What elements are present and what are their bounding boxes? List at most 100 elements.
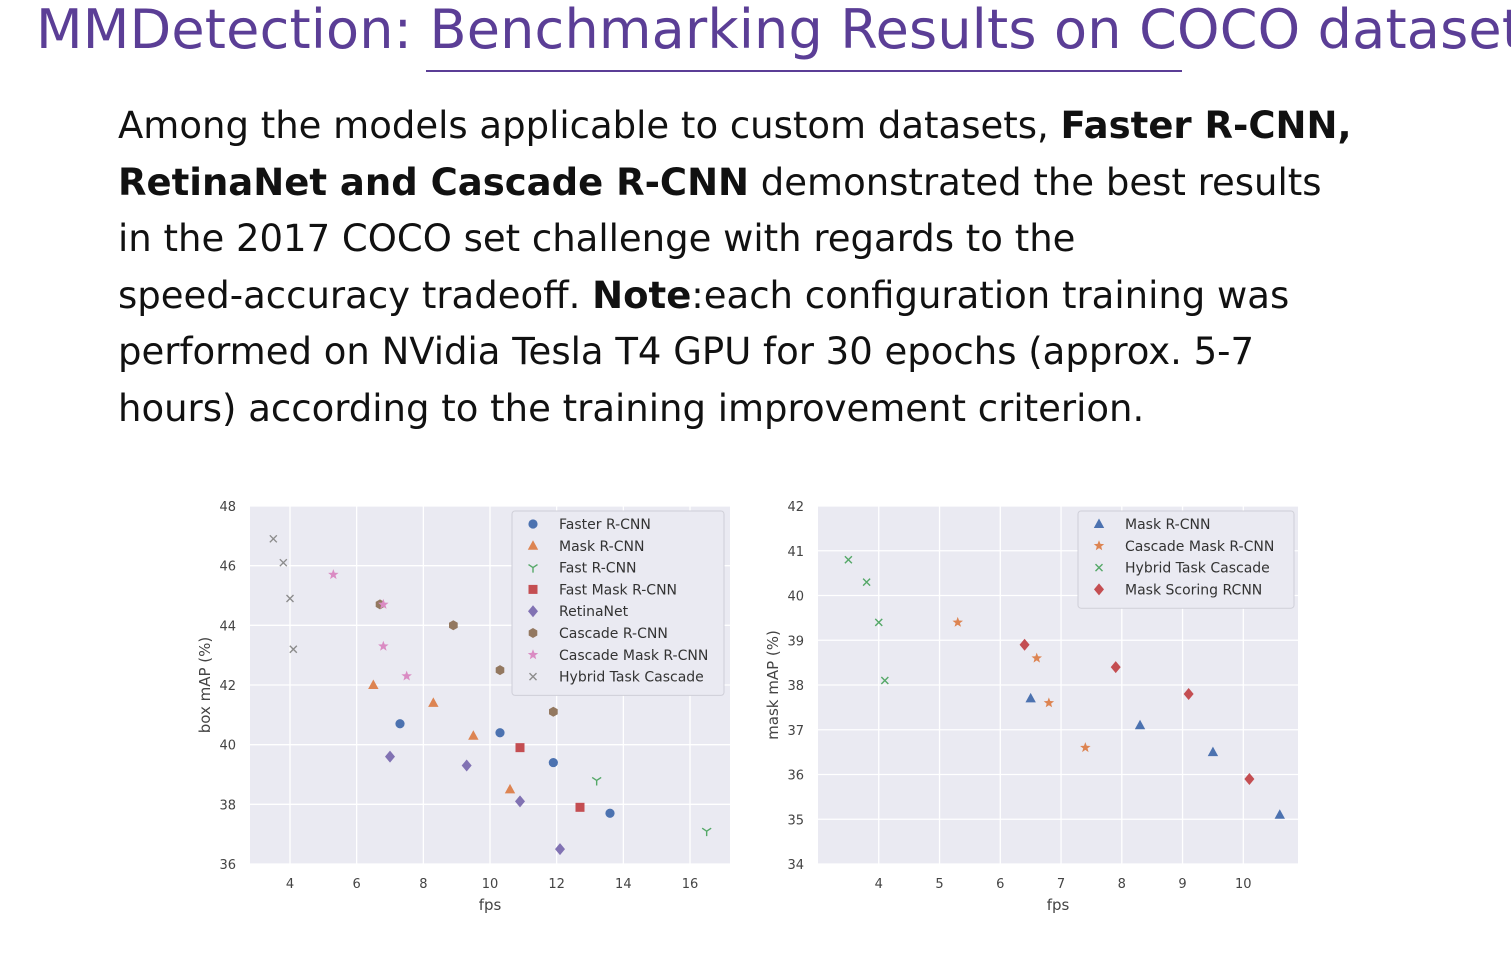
text-run: demonstrated the best results xyxy=(749,160,1322,204)
legend-marker xyxy=(527,540,539,550)
series-retinanet xyxy=(385,750,565,856)
paragraph-line: performed on NVidia Tesla T4 GPU for 30 … xyxy=(118,324,1418,381)
text-run: speed-accuracy tradeoff. xyxy=(118,273,593,317)
paragraph-line: Among the models applicable to custom da… xyxy=(118,98,1418,155)
paragraph-line: hours) according to the training improve… xyxy=(118,381,1418,438)
x-tick-label: 6 xyxy=(996,877,1004,892)
x-tick-label: 10 xyxy=(482,877,499,892)
chart-svg: 4 5 6 7 8 9 10 34 35 36 37 38 39 40 41 42 fps mask mAP (%… xyxy=(764,500,1298,914)
body-paragraph: Among the models applicable to custom da… xyxy=(118,98,1418,437)
text-run: hours) according to the training improve… xyxy=(118,386,1145,430)
data-point xyxy=(1080,742,1091,753)
y-tick-label: 44 xyxy=(219,619,236,634)
x-tick-label: 4 xyxy=(875,877,883,892)
legend-marker xyxy=(527,649,539,660)
data-point xyxy=(548,757,558,768)
data-point xyxy=(401,670,412,681)
series-mask-r-cnn xyxy=(1025,692,1285,819)
legend-label: Fast R-CNN xyxy=(559,561,637,577)
y-tick-label: 38 xyxy=(787,679,804,694)
bold-text: Faster R-CNN, xyxy=(1060,104,1352,147)
legend-label: RetinaNet xyxy=(559,604,629,620)
data-point xyxy=(504,783,516,794)
series-mask-scoring-rcnn xyxy=(1019,638,1255,785)
legend-label: Faster R-CNN xyxy=(559,517,651,533)
y-tick-label: 48 xyxy=(219,500,236,515)
y-tick-label: 37 xyxy=(787,724,804,739)
data-point xyxy=(952,616,963,627)
y-tick-label: 40 xyxy=(787,590,804,605)
data-point xyxy=(874,618,883,627)
legend-label: Cascade R-CNN xyxy=(559,626,668,642)
x-tick-label: 7 xyxy=(1057,877,1065,892)
legend-marker xyxy=(528,628,538,638)
legend-label: Cascade Mask R-CNN xyxy=(559,648,708,664)
y-tick-label: 42 xyxy=(219,679,236,694)
x-tick-label: 14 xyxy=(615,877,632,892)
data-point xyxy=(1244,772,1255,785)
text-run: Among the models applicable to custom da… xyxy=(118,104,1061,147)
slide-title: MMDetection: Benchmarking Results on COC… xyxy=(36,0,1511,61)
data-point xyxy=(515,795,525,808)
y-tick-label: 36 xyxy=(787,769,804,784)
data-point xyxy=(1274,809,1285,819)
data-point xyxy=(1019,638,1030,651)
y-tick-label: 40 xyxy=(219,739,236,754)
data-point xyxy=(378,598,389,609)
x-tick-label: 5 xyxy=(935,877,943,892)
data-point xyxy=(328,569,339,580)
legend-label: Mask R-CNN xyxy=(559,539,644,555)
x-tick-label: 8 xyxy=(1118,877,1126,892)
data-point xyxy=(1025,692,1036,703)
text-run: :each configuration training was xyxy=(691,273,1290,317)
data-point xyxy=(385,750,395,763)
data-point xyxy=(844,555,853,564)
data-point xyxy=(605,808,615,818)
data-point xyxy=(378,640,389,651)
legend-box xyxy=(511,510,725,696)
data-point xyxy=(575,802,585,812)
data-point xyxy=(1110,661,1121,674)
x-tick-label: 9 xyxy=(1178,877,1186,892)
series-cascade-r-cnn xyxy=(375,599,558,717)
bold-text: Note xyxy=(592,273,692,317)
legend-marker xyxy=(528,605,538,618)
series-cascade-mask-r-cnn xyxy=(328,569,412,681)
title-underline xyxy=(426,70,1182,72)
data-point xyxy=(701,827,712,837)
legend-marker xyxy=(1093,518,1105,528)
legend-label: Mask R-CNN xyxy=(1125,517,1210,533)
y-tick-label: 34 xyxy=(787,858,804,873)
paragraph-line: in the 2017 COCO set challenge with rega… xyxy=(118,211,1418,268)
data-point xyxy=(1183,687,1194,700)
legend-label: Mask Scoring RCNN xyxy=(1125,582,1262,598)
legend-label: Hybrid Task Cascade xyxy=(1125,561,1270,577)
legend-marker xyxy=(528,519,538,529)
data-point xyxy=(549,706,558,717)
data-point xyxy=(591,776,602,786)
data-point xyxy=(289,645,298,654)
series-cascade-mask-r-cnn xyxy=(952,616,1091,753)
data-point xyxy=(269,534,278,543)
data-point xyxy=(286,594,294,603)
x-axis-label: fps xyxy=(479,896,502,914)
x-tick-label: 8 xyxy=(419,877,427,892)
data-point xyxy=(368,679,379,689)
box-map-chart: 4 6 8 10 12 14 16 36 38 40 42 44 46 48 fps box mAP (%) F… xyxy=(190,490,740,920)
x-tick-label: 6 xyxy=(353,877,361,892)
data-point xyxy=(461,759,472,772)
data-point xyxy=(495,728,505,738)
x-tick-label: 10 xyxy=(1235,877,1252,892)
series-faster-r-cnn xyxy=(395,719,615,818)
data-point xyxy=(555,843,565,856)
data-point xyxy=(1031,652,1042,663)
y-tick-label: 35 xyxy=(787,813,804,828)
data-point xyxy=(515,743,525,753)
legend-label: Cascade Mask R-CNN xyxy=(1125,539,1274,555)
legend-marker xyxy=(1094,583,1104,596)
mask-map-chart: 4 5 6 7 8 9 10 34 35 36 37 38 39 40 41 42 fps mask mAP (%… xyxy=(758,490,1313,920)
legend-label: Fast Mask R-CNN xyxy=(559,582,677,598)
data-point xyxy=(395,719,405,729)
legend-marker xyxy=(1095,563,1103,572)
